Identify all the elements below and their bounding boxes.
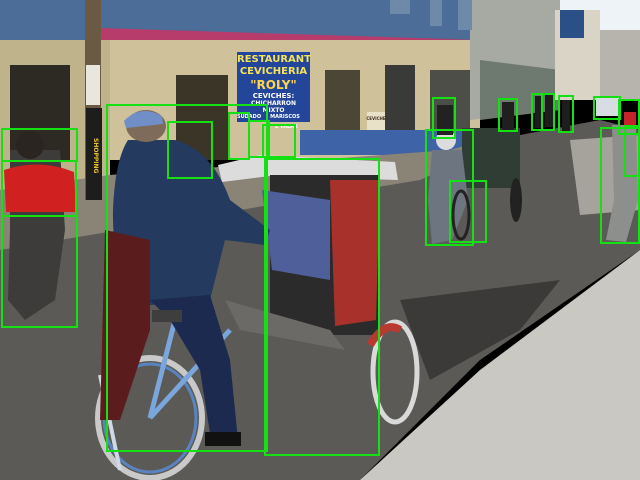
distant-person: [562, 100, 570, 132]
restaurant-sign-board: [237, 52, 310, 122]
restaurant-sign-line5: CHICHARRON: [250, 100, 297, 107]
bicycle-wheel: [95, 355, 205, 480]
blue-billboard: [560, 10, 584, 38]
cyclist-jacket: [112, 140, 271, 305]
red-bag: [4, 164, 76, 212]
parked-car: [596, 98, 620, 116]
bounding-box-person: [432, 97, 456, 139]
rickshaw-wheel: [370, 319, 420, 425]
bounding-box-bicycle: [449, 180, 487, 243]
bounding-box-person: [1, 128, 78, 162]
small-ceviche-sign: CEVICHE: [366, 116, 386, 121]
bounding-box-backpack: [1, 160, 77, 217]
distant-person: [535, 96, 543, 128]
rickshaw-frame: [225, 300, 345, 350]
far-bicycle-wheel: [451, 189, 471, 241]
bounding-box-person: [624, 125, 640, 177]
bounding-box-person: [1, 215, 78, 328]
bicycle-seat: [152, 310, 182, 322]
right-pedestrian: [606, 125, 638, 242]
bounding-box-car: [593, 96, 621, 120]
restaurant-sign-line6: MIXTO: [262, 107, 285, 114]
bounding-box-person: [618, 99, 640, 135]
right-pedestrian-hat: [624, 112, 636, 126]
bounding-box-person: [558, 95, 574, 133]
bounding-box-person: [262, 124, 296, 158]
walking-man: [428, 150, 468, 244]
restaurant-sign-line3: "ROLY": [250, 78, 297, 92]
doorway: [325, 70, 360, 130]
bounding-box-person: [167, 121, 213, 179]
distant-person: [437, 105, 453, 135]
bounding-box-person-cyclist: [106, 104, 268, 452]
shadow-on-road: [400, 280, 560, 380]
distant-person: [502, 102, 514, 132]
bounding-box-person: [541, 93, 555, 131]
bounding-box-person: [498, 98, 518, 132]
bounding-box-person: [425, 129, 474, 246]
pole-sign: [86, 108, 102, 200]
distant-person: [545, 95, 553, 127]
pole-sign-text: SHOPPING: [92, 138, 99, 174]
window: [390, 0, 410, 14]
far-rickshaw: [462, 128, 520, 188]
cyclist-shoe: [205, 432, 241, 446]
far-rickshaw-wheel: [510, 178, 522, 222]
window: [430, 0, 442, 26]
cyclist-cap: [124, 111, 163, 128]
sidewalk-right: [360, 250, 640, 480]
bounding-box-bicycle-rickshaw: [264, 158, 380, 456]
cyclist-pants: [150, 295, 238, 446]
person-maroon-jacket: [100, 230, 150, 420]
restaurant-sign-line2: CEVICHERIA: [239, 66, 308, 77]
bounding-box-person: [248, 120, 270, 158]
restaurant-sign-line1: RESTAURANT: [237, 54, 311, 65]
restaurant-sign-line7: MARISCOS: [270, 114, 300, 120]
window: [458, 0, 472, 30]
red-fender: [366, 323, 403, 348]
bounding-box-person: [228, 112, 250, 160]
small-sign-text: L TALAR: [275, 124, 298, 130]
pole-poster: [86, 65, 100, 105]
bounding-box-person: [600, 127, 640, 244]
pedestrian-head: [16, 131, 44, 159]
small-sign: [367, 112, 385, 130]
window: [385, 65, 415, 135]
rickshaw-curtain: [330, 180, 380, 326]
restaurant-sign-line4: CEVICHES:: [252, 92, 295, 100]
bicycle-fork: [147, 319, 178, 419]
blue-suitcase: [262, 190, 330, 280]
